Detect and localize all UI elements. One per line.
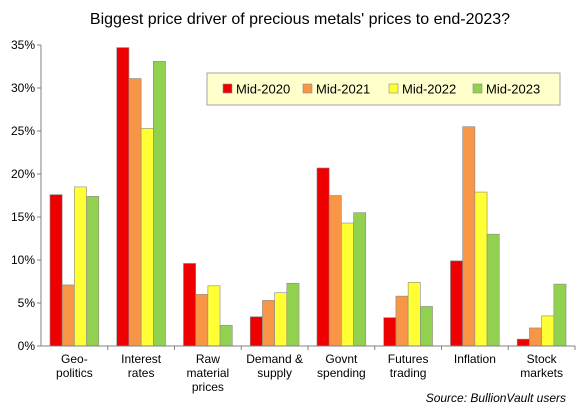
legend-box [206, 72, 561, 106]
y-tick-label: 20% [11, 167, 35, 181]
y-axis: 0% 5% 10% 15% 20% 25% 30% 35% [11, 38, 42, 353]
x-category-label: Futures trading [388, 352, 429, 380]
bar-mid-2020 [516, 338, 530, 347]
bar-mid-2022 [274, 292, 288, 347]
bar-mid-2020 [383, 317, 397, 347]
bar-mid-2023 [553, 283, 567, 347]
x-category-label-line: Inflation [454, 352, 496, 366]
bar-mid-2023 [86, 196, 100, 347]
source-note: Source: BullionVault users [426, 391, 566, 405]
y-tick-label: 10% [11, 253, 35, 267]
bar-mid-2023 [420, 306, 433, 347]
x-category-label-line: Demand & [246, 352, 303, 366]
x-category-label-line: supply [257, 366, 292, 380]
x-category-label: Inflation [454, 352, 496, 366]
bar-mid-2022 [74, 186, 87, 347]
legend-swatch [302, 83, 313, 94]
bar-mid-2023 [486, 233, 500, 347]
bar-mid-2023 [353, 212, 367, 347]
x-category-label-line: trading [390, 366, 427, 380]
x-category-label-line: Geo- [61, 352, 88, 366]
x-category-label: Raw material prices [187, 352, 230, 394]
bar-mid-2020 [183, 263, 196, 347]
bar-mid-2020 [450, 260, 463, 347]
y-tick-label: 15% [11, 210, 35, 224]
y-tick-label: 35% [11, 38, 35, 52]
x-category-label-line: markets [520, 366, 563, 380]
x-category-label: Govnt spending [317, 352, 366, 380]
bar-mid-2020 [249, 316, 263, 347]
x-category-label-line: prices [192, 380, 224, 394]
x-category-label: Stock markets [520, 352, 563, 380]
x-category-label-line: politics [56, 366, 93, 380]
x-category-label-line: Govnt [325, 352, 358, 366]
legend-swatch [472, 83, 483, 94]
legend-label: Mid-2023 [486, 82, 540, 97]
bar-mid-2021 [395, 295, 409, 347]
y-tick-label: 0% [18, 339, 36, 353]
bar-mid-2022 [407, 282, 421, 347]
x-category-label: Geo-politics [56, 352, 93, 380]
x-category-label-line: spending [317, 366, 366, 380]
bar-mid-2022 [474, 191, 488, 347]
y-tick-label: 5% [18, 296, 36, 310]
x-category-label: Demand & supply [246, 352, 303, 380]
bar-mid-2021 [128, 78, 142, 347]
bar-mid-2020 [116, 47, 130, 347]
bar-mid-2022 [541, 315, 555, 347]
legend: Mid-2020 Mid-2021 Mid-2022 Mid-2023 [206, 72, 561, 106]
x-category-label-line: material [187, 366, 230, 380]
bar-mid-2021 [529, 327, 542, 347]
y-tick-label: 25% [11, 124, 35, 138]
legend-label: Mid-2020 [236, 82, 290, 97]
bar-mid-2021 [462, 126, 476, 347]
x-axis: Geo-politics Interest rates Raw material pric… [41, 345, 576, 394]
bar-mid-2020 [49, 194, 63, 347]
bar-mid-2023 [286, 282, 300, 347]
x-category-label-line: Interest [121, 352, 162, 366]
y-tick-label: 30% [11, 81, 35, 95]
x-category-label-line: rates [128, 366, 155, 380]
legend-label: Mid-2021 [316, 82, 370, 97]
bar-mid-2021 [262, 300, 275, 347]
bars-group [49, 47, 567, 347]
legend-swatch [388, 83, 399, 94]
legend-label: Mid-2022 [402, 82, 456, 97]
bar-mid-2022 [207, 285, 221, 347]
x-category-label: Interest rates [121, 352, 162, 380]
bar-mid-2021 [195, 294, 209, 347]
bar-mid-2020 [316, 167, 330, 347]
bar-mid-2023 [153, 61, 166, 347]
bar-mid-2023 [219, 325, 233, 347]
bar-mid-2021 [328, 195, 342, 347]
x-category-label-line: Raw [196, 352, 220, 366]
chart-title: Biggest price driver of precious metals'… [90, 11, 510, 28]
x-category-label-line: Stock [527, 352, 558, 366]
x-category-label-line: Futures [388, 352, 429, 366]
bar-mid-2022 [140, 128, 154, 347]
legend-swatch [222, 83, 233, 94]
bar-mid-2022 [341, 222, 354, 347]
bar-mid-2021 [61, 284, 75, 347]
